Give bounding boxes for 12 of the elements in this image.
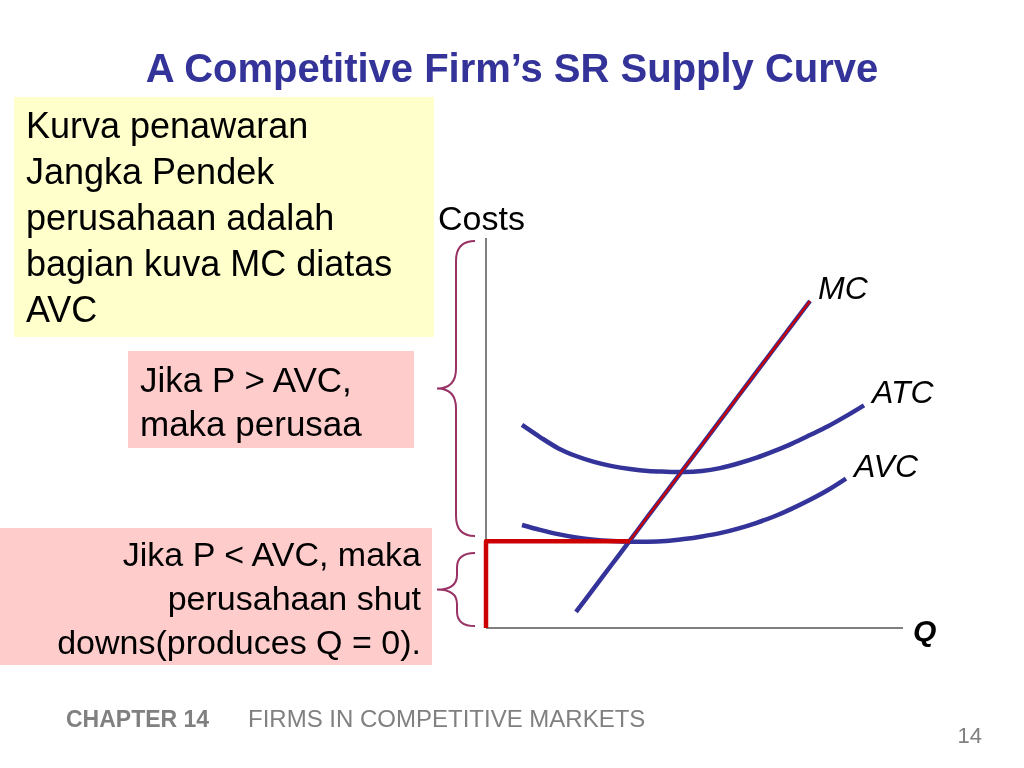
series-label: MC — [818, 270, 869, 306]
x-axis-title: Q — [913, 614, 937, 647]
text: FIRMS IN COMPETITIVE MARKETS — [248, 705, 646, 732]
text: CHAPTER 14 — [66, 706, 210, 732]
text: 14 — [957, 723, 982, 748]
text: Jika P < AVC, maka perusahaan shut downs(produces Q = 0). — [57, 535, 422, 661]
text: Jika P > AVC, maka perusaa — [140, 360, 363, 443]
chart-title: A Competitive Firm’s SR Supply Curve — [145, 46, 879, 90]
series-label: AVC — [852, 447, 919, 484]
series-label: ATC — [870, 374, 935, 411]
text: Kurva penawaran Jangka Pendek perusahaan adalah bagian kuva MC diatas AVC — [26, 105, 393, 330]
y-axis-title: Costs — [438, 199, 525, 237]
